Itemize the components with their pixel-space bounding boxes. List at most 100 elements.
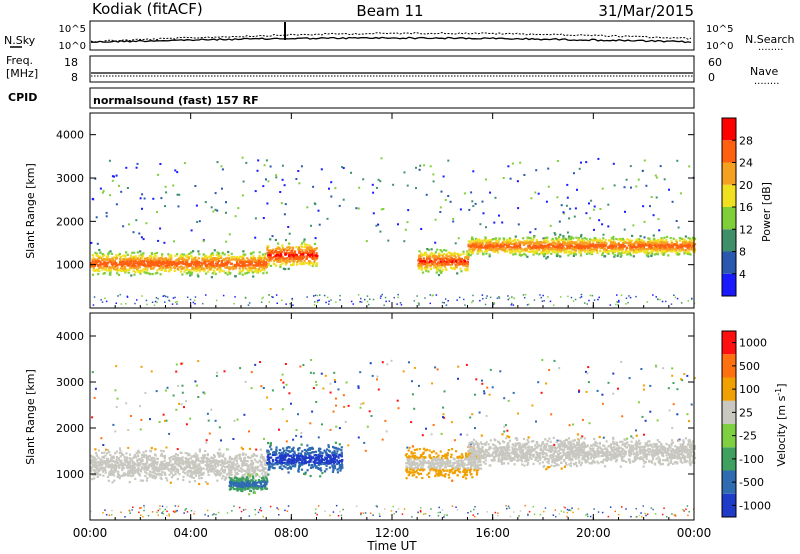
scatter-point — [592, 250, 595, 253]
scatter-point — [204, 450, 207, 453]
scatter-point — [157, 239, 160, 242]
scatter-point — [171, 264, 174, 267]
scatter-point — [323, 294, 326, 297]
scatter-point — [392, 183, 395, 186]
scatter-point — [203, 269, 206, 272]
scatter-point — [118, 252, 121, 255]
scatter-point — [255, 475, 258, 478]
scatter-point — [433, 264, 436, 267]
scatter-point — [166, 265, 169, 268]
scatter-point — [318, 223, 321, 226]
scatter-point — [108, 159, 111, 162]
scatter-point — [234, 463, 237, 466]
scatter-point — [289, 303, 291, 305]
scatter-point — [626, 253, 629, 256]
scatter-point — [663, 178, 666, 181]
scatter-point — [151, 471, 154, 474]
scatter-point — [295, 429, 298, 431]
scatter-point — [198, 460, 201, 463]
scatter-point — [256, 169, 259, 172]
scatter-point — [546, 252, 549, 255]
scatter-point — [195, 270, 198, 273]
scatter-point — [567, 244, 570, 247]
scatter-point — [253, 266, 256, 269]
scatter-point — [217, 453, 220, 456]
scatter-point — [202, 467, 205, 470]
scatter-point — [602, 250, 605, 253]
scatter-point — [469, 254, 472, 257]
scatter-point — [289, 246, 292, 249]
scatter-point — [125, 268, 128, 271]
scatter-point — [661, 238, 664, 241]
scatter-point — [164, 257, 167, 260]
scatter-point — [585, 370, 587, 373]
scatter-point — [640, 512, 642, 514]
scatter-point — [145, 222, 148, 225]
scatter-point — [202, 454, 205, 457]
scatter-point — [264, 256, 267, 260]
scatter-point — [92, 267, 95, 270]
scatter-point — [250, 256, 253, 259]
scatter-point — [170, 267, 173, 270]
scatter-point — [442, 175, 445, 178]
scatter-point — [511, 296, 513, 298]
scatter-point — [549, 300, 552, 303]
scatter-point — [118, 263, 121, 266]
scatter-point — [309, 254, 312, 257]
scatter-point — [162, 263, 165, 266]
scatter-point — [447, 263, 450, 266]
scatter-point — [139, 272, 142, 275]
scatter-point — [113, 479, 116, 482]
scatter-point — [280, 202, 283, 205]
scatter-point — [247, 269, 250, 272]
scatter-point — [306, 243, 309, 247]
scatter-point — [618, 513, 620, 516]
scatter-point — [121, 260, 124, 263]
scatter-point — [357, 436, 360, 439]
scatter-point — [315, 263, 319, 266]
scatter-point — [335, 397, 337, 400]
scatter-point — [609, 244, 612, 247]
scatter-point — [359, 301, 361, 303]
scatter-point — [553, 304, 555, 306]
scatter-point — [527, 303, 530, 306]
scatter-point — [299, 248, 302, 251]
scatter-point — [586, 303, 588, 305]
scatter-point — [517, 223, 520, 226]
scatter-point — [469, 416, 472, 419]
scatter-point — [653, 238, 656, 241]
scatter-point — [680, 237, 683, 240]
scatter-point — [510, 304, 513, 306]
scatter-point — [115, 268, 118, 271]
scatter-point — [207, 270, 210, 273]
scatter-point — [435, 267, 439, 270]
scatter-point — [485, 238, 488, 241]
scatter-point — [212, 257, 215, 260]
scatter-point — [560, 510, 563, 512]
scatter-point — [650, 254, 653, 258]
scatter-point — [237, 256, 240, 260]
scatter-point — [208, 255, 211, 258]
scatter-point — [298, 262, 302, 265]
scatter-point — [600, 241, 604, 244]
scatter-point — [128, 481, 131, 484]
scatter-point — [140, 514, 142, 516]
scatter-point — [120, 190, 123, 193]
scatter-point — [95, 216, 98, 219]
scatter-point — [628, 239, 631, 242]
scatter-point — [168, 255, 171, 258]
scatter-point — [272, 259, 276, 262]
scatter-point — [432, 424, 435, 426]
scatter-point — [262, 217, 265, 219]
scatter-point — [655, 239, 658, 243]
scatter-point — [108, 267, 111, 270]
scatter-point — [284, 268, 287, 271]
scatter-point — [586, 246, 589, 249]
scatter-point — [280, 249, 283, 252]
scatter-point — [504, 424, 507, 427]
scatter-point — [154, 477, 157, 480]
scatter-point — [164, 261, 167, 265]
scatter-point — [98, 260, 101, 263]
scatter-point — [167, 469, 170, 472]
cpid-panel — [89, 87, 695, 109]
